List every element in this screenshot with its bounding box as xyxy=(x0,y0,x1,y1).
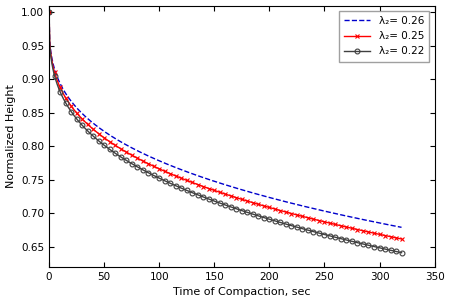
λ₂= 0.25 xyxy=(262,205,268,208)
λ₂= 0.25 xyxy=(257,203,263,207)
Line: λ₂= 0.25: λ₂= 0.25 xyxy=(47,10,404,241)
λ₂= 0.25 xyxy=(376,232,381,236)
λ₂= 0.25 xyxy=(289,212,294,215)
λ₂= 0.26 xyxy=(46,10,52,14)
λ₂= 0.22 xyxy=(262,216,268,220)
λ₂= 0.22 xyxy=(376,246,381,249)
λ₂= 0.26 xyxy=(54,72,59,76)
λ₂= 0.26 xyxy=(257,193,263,197)
Line: λ₂= 0.26: λ₂= 0.26 xyxy=(49,12,401,227)
λ₂= 0.26 xyxy=(399,225,404,229)
λ₂= 0.26 xyxy=(262,195,268,198)
λ₂= 0.25 xyxy=(54,76,59,80)
λ₂= 0.22 xyxy=(87,131,93,135)
λ₂= 0.25 xyxy=(399,237,404,241)
λ₂= 0.25 xyxy=(46,10,52,14)
λ₂= 0.26 xyxy=(376,221,381,225)
λ₂= 0.22 xyxy=(399,251,404,255)
λ₂= 0.26 xyxy=(87,119,93,122)
Y-axis label: Normalized Height: Normalized Height xyxy=(5,84,16,188)
λ₂= 0.22 xyxy=(46,10,52,14)
λ₂= 0.25 xyxy=(87,125,93,128)
Legend: λ₂= 0.26, λ₂= 0.25, λ₂= 0.22: λ₂= 0.26, λ₂= 0.25, λ₂= 0.22 xyxy=(339,11,429,62)
λ₂= 0.22 xyxy=(289,224,294,228)
X-axis label: Time of Compaction, sec: Time of Compaction, sec xyxy=(173,288,310,298)
λ₂= 0.22 xyxy=(257,215,263,218)
λ₂= 0.26 xyxy=(289,201,294,205)
Line: λ₂= 0.22: λ₂= 0.22 xyxy=(47,10,404,255)
λ₂= 0.22 xyxy=(54,80,59,83)
